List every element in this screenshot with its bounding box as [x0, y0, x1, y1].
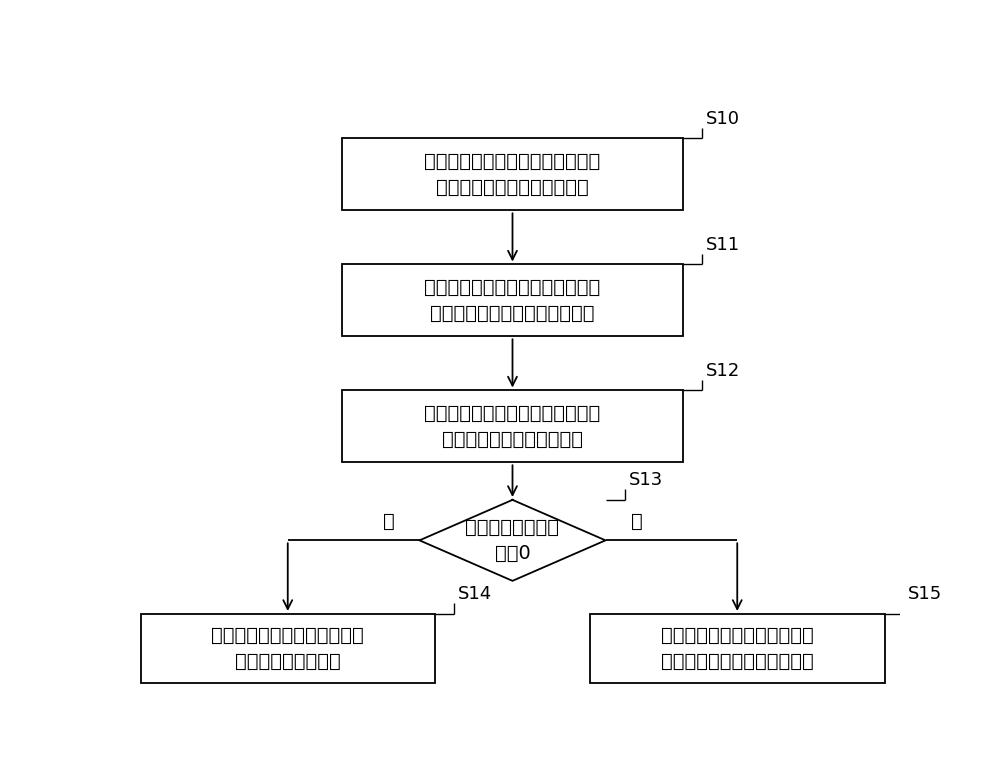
Text: S13: S13 [629, 471, 663, 489]
Bar [140, 614, 435, 683]
Text: 控制制动电机和被测电动机处于恒
定转速或恒定扭矩的工作模式: 控制制动电机和被测电动机处于恒 定转速或恒定扭矩的工作模式 [424, 152, 601, 197]
Text: 根据被测电动机的转子的转动惯量
和角加速度确认由附加扭矩: 根据被测电动机的转子的转动惯量 和角加速度确认由附加扭矩 [424, 404, 601, 449]
Text: 判断附加扭矩是否
大于0: 判断附加扭矩是否 大于0 [466, 517, 560, 563]
Bar [342, 139, 683, 210]
Text: 是: 是 [383, 513, 394, 531]
Text: 将扭矩减去附加扭矩得到的结
果作为补偿后的扭矩: 将扭矩减去附加扭矩得到的结 果作为补偿后的扭矩 [211, 626, 364, 671]
Text: 否: 否 [631, 513, 642, 531]
Text: S10: S10 [706, 110, 740, 128]
Text: 将扭矩加上附加扭矩的相反数
得到的结果作为补偿后的扭矩: 将扭矩加上附加扭矩的相反数 得到的结果作为补偿后的扭矩 [661, 626, 814, 671]
Bar [342, 264, 683, 337]
Bar [590, 614, 885, 683]
Polygon shape [420, 500, 606, 581]
Text: S11: S11 [706, 235, 740, 254]
Bar [342, 390, 683, 463]
Text: S15: S15 [908, 585, 942, 603]
Text: S12: S12 [706, 361, 740, 379]
Text: S14: S14 [458, 585, 493, 603]
Text: 根据加速度传感器和扭矩传感器获
取被测电动机的角加速度和扭矩: 根据加速度传感器和扭矩传感器获 取被测电动机的角加速度和扭矩 [424, 277, 601, 323]
